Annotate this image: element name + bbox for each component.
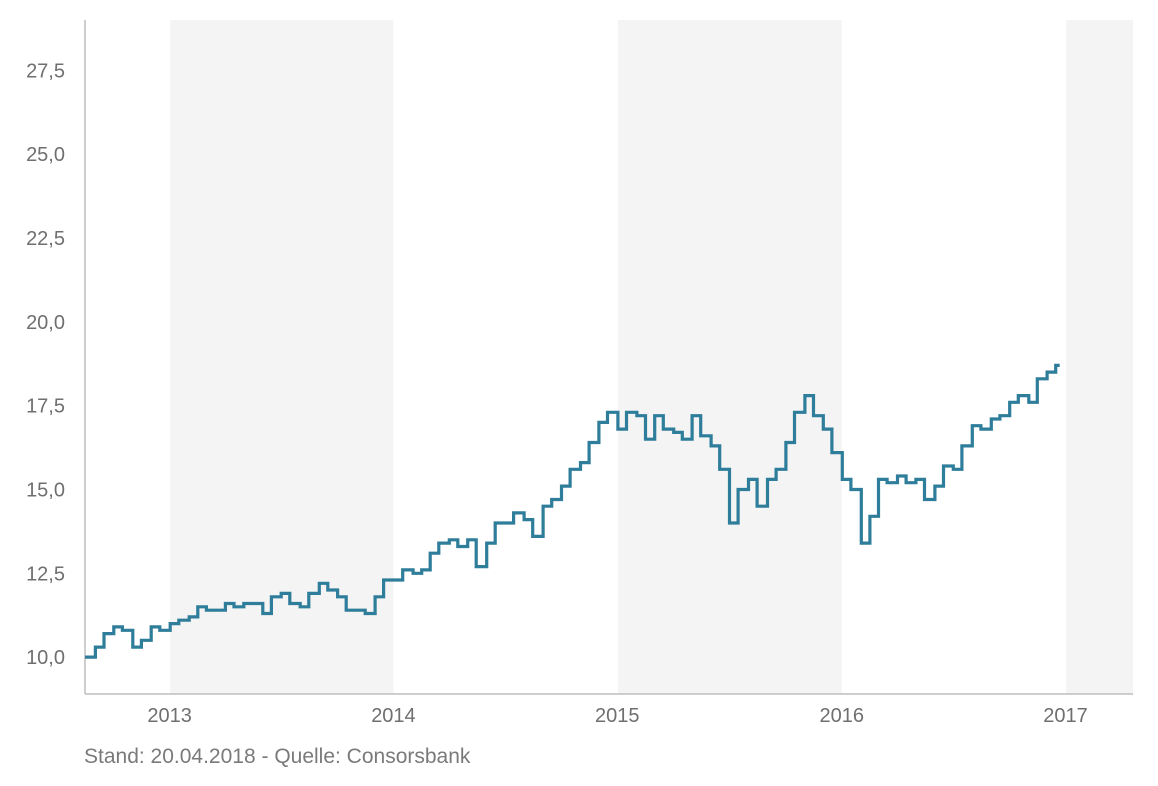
y-tick-label: 20,0 — [26, 312, 65, 334]
x-tick-label: 2016 — [819, 705, 864, 727]
x-tick-label: 2017 — [1043, 705, 1088, 727]
x-tick-label: 2015 — [595, 705, 640, 727]
x-tick-label: 2014 — [371, 705, 416, 727]
y-tick-label: 12,5 — [26, 563, 65, 585]
y-tick-label: 22,5 — [26, 228, 65, 250]
y-tick-label: 25,0 — [26, 144, 65, 166]
x-tick-label: 2013 — [147, 705, 192, 727]
y-tick-label: 10,0 — [26, 647, 65, 669]
y-tick-label: 27,5 — [26, 60, 65, 82]
source-note: Stand: 20.04.2018 - Quelle: Consorsbank — [84, 745, 470, 769]
year-band-2018 — [1066, 20, 1133, 694]
x-axis-ticks: 2013 2014 2015 2016 2017 — [147, 705, 1087, 727]
year-band-2016 — [618, 20, 842, 694]
y-tick-label: 17,5 — [26, 396, 65, 418]
y-tick-label: 15,0 — [26, 479, 65, 501]
line-chart: 10,012,515,017,520,022,525,027,5 2013 201… — [0, 0, 1158, 786]
y-axis-ticks: 10,0 12,5 15,0 17,5 20,0 22,5 25,0 27,5 — [26, 60, 65, 669]
